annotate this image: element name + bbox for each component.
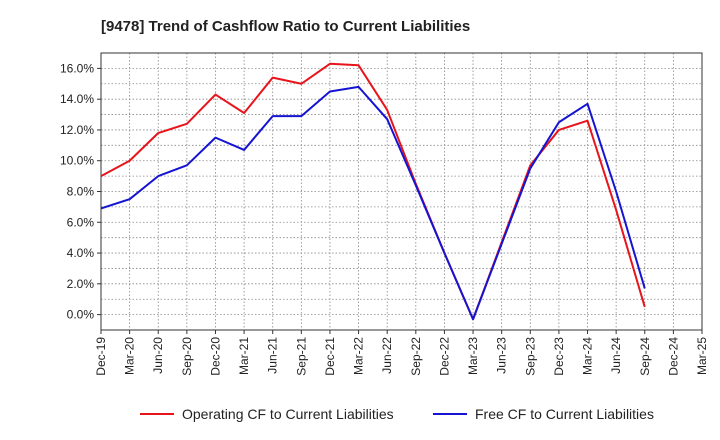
- x-tick-label: Dec-20: [208, 337, 222, 376]
- series-line-free-cf: [100, 85, 646, 321]
- x-tick-label: Jun-23: [495, 337, 509, 374]
- x-tick-label: Mar-21: [237, 337, 251, 375]
- legend-label-operating-cf: Operating CF to Current Liabilities: [182, 406, 394, 422]
- y-axis-ticks: 0.0% 2.0% 4.0% 6.0% 8.0% 10.0% 12.0% 14.0% 16.0%: [60, 61, 101, 322]
- chart-title: [9478] Trend of Cashflow Ratio to Curren…: [101, 18, 470, 35]
- x-tick-label: Sep-22: [409, 337, 423, 376]
- y-tick-label: 10.0%: [60, 154, 94, 168]
- x-tick-label: Sep-24: [638, 337, 652, 376]
- x-tick-label: Dec-22: [437, 337, 451, 376]
- x-tick-label: Jun-21: [266, 337, 280, 374]
- y-tick-label: 0.0%: [67, 308, 95, 322]
- y-tick-label: 12.0%: [60, 123, 94, 137]
- y-tick-label: 2.0%: [67, 277, 95, 291]
- x-tick-label: Mar-23: [466, 337, 480, 375]
- x-tick-label: Mar-20: [123, 337, 137, 375]
- plot-area: [101, 53, 702, 330]
- x-tick-label: Dec-24: [666, 337, 680, 376]
- x-tick-label: Dec-21: [323, 337, 337, 376]
- y-tick-label: 8.0%: [67, 185, 95, 199]
- series-line-operating-cf: [100, 62, 646, 321]
- x-tick-label: Dec-23: [552, 337, 566, 376]
- x-tick-label: Mar-22: [352, 337, 366, 375]
- x-tick-label: Jun-24: [609, 337, 623, 374]
- x-tick-label: Jun-22: [380, 337, 394, 374]
- series-layer: [100, 62, 646, 321]
- x-tick-label: Sep-23: [523, 337, 537, 376]
- x-tick-label: Jun-20: [151, 337, 165, 374]
- legend-label-free-cf: Free CF to Current Liabilities: [475, 406, 654, 422]
- x-tick-label: Sep-21: [294, 337, 308, 376]
- y-tick-label: 4.0%: [67, 246, 95, 260]
- x-tick-label: Mar-25: [695, 337, 709, 375]
- x-tick-label: Mar-24: [581, 337, 595, 375]
- y-tick-label: 16.0%: [60, 61, 94, 75]
- y-tick-label: 14.0%: [60, 92, 94, 106]
- x-tick-label: Dec-19: [94, 337, 108, 376]
- legend: Operating CF to Current Liabilities Free…: [140, 406, 654, 422]
- x-tick-label: Sep-20: [180, 337, 194, 376]
- y-tick-label: 6.0%: [67, 215, 95, 229]
- x-axis-ticks: Dec-19 Mar-20 Jun-20 Sep-20 Dec-20 Mar-21 Jun-…: [94, 330, 709, 376]
